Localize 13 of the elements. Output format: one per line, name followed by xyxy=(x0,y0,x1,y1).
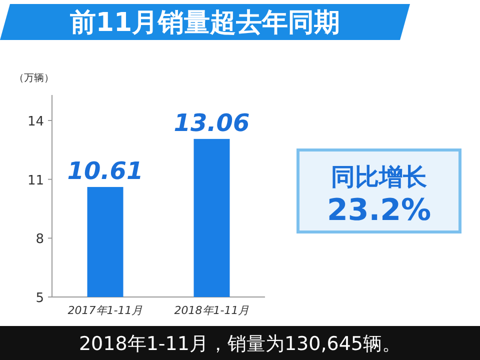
y-tick-label: 5 xyxy=(36,291,44,306)
x-tick-label: 2018年1-11月 xyxy=(174,304,250,317)
text: 23.2% xyxy=(326,193,432,228)
text: 同比增长 xyxy=(331,163,427,191)
chart-title: 前11月销量超去年同期 xyxy=(68,8,340,38)
text: 2018年1-11月，销量为130,645辆。 xyxy=(78,333,402,355)
y-axis-title: （万辆） xyxy=(14,72,54,84)
data-label: 10.61 xyxy=(67,156,144,185)
x-tick-label: 2017年1-11月 xyxy=(68,304,143,317)
y-tick-label: 14 xyxy=(27,114,44,130)
y-tick-label: 11 xyxy=(27,173,44,188)
data-label: 13.06 xyxy=(174,108,250,137)
y-tick-label: 8 xyxy=(36,232,44,248)
